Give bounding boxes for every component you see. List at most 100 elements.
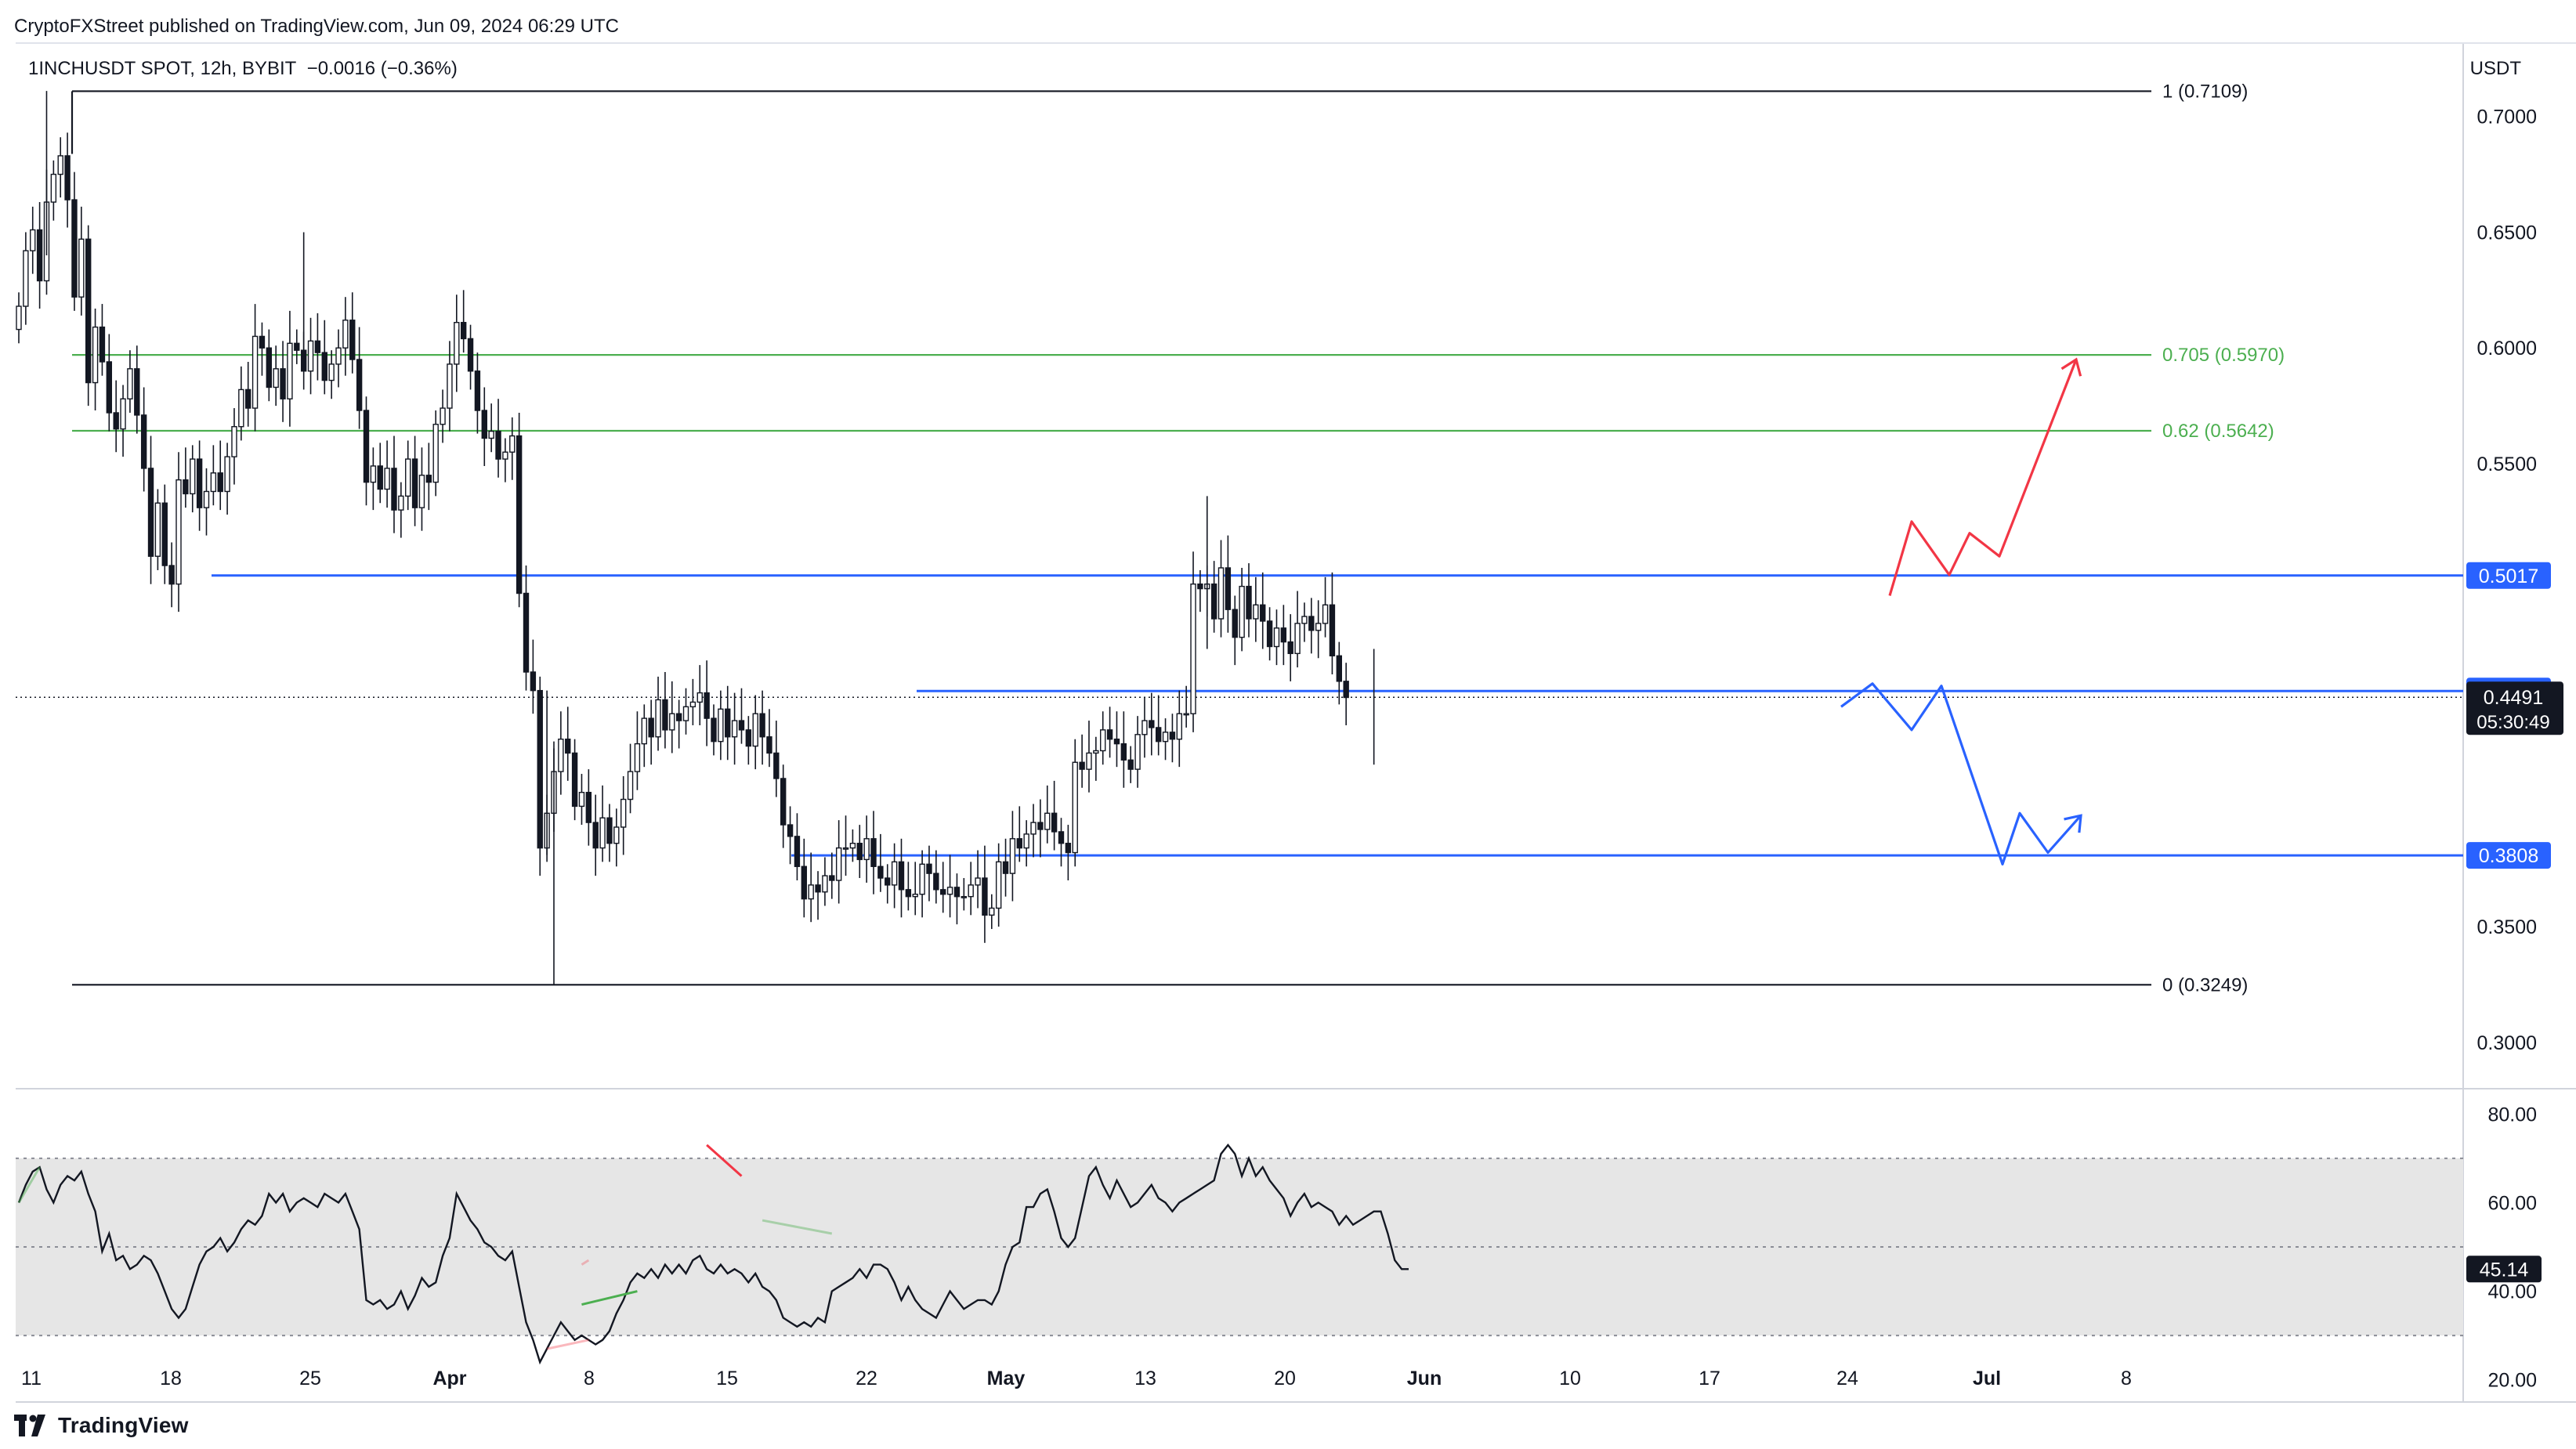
candle [460, 290, 467, 353]
candle [147, 435, 154, 584]
candle-body [203, 490, 210, 508]
candle-body [877, 865, 884, 879]
candle [168, 542, 175, 608]
candle-body [558, 739, 564, 772]
candle [968, 862, 974, 916]
candle [975, 850, 981, 909]
tradingview-logo-icon [14, 1415, 45, 1436]
candle [16, 292, 22, 344]
candle [1260, 572, 1266, 649]
candle [675, 699, 682, 749]
candle [349, 292, 356, 374]
candle-body [516, 435, 523, 594]
candle-body [1287, 641, 1293, 655]
candle [648, 699, 654, 765]
candle-body [363, 410, 370, 483]
candle [1266, 607, 1273, 661]
candle-body [1016, 838, 1022, 849]
candle-body [377, 465, 383, 490]
candle [1169, 714, 1176, 763]
candle-body [196, 458, 203, 508]
candle-body [71, 199, 78, 298]
candle-body [217, 472, 223, 493]
candle [245, 361, 251, 427]
projection-arrowhead [2064, 814, 2082, 833]
candle [370, 447, 377, 511]
candle [725, 685, 731, 761]
rsi-divergence-line [762, 1219, 833, 1235]
candle [877, 833, 884, 892]
candle-body [134, 368, 140, 416]
time-tick-label: 24 [1836, 1368, 1858, 1389]
price-tag [2466, 842, 2551, 869]
time-tick-label: 8 [2121, 1368, 2132, 1389]
candle [682, 688, 689, 735]
candle-body [120, 398, 126, 430]
candle-body [384, 468, 390, 490]
candle [64, 132, 71, 228]
candle [780, 764, 787, 848]
candle [488, 403, 494, 453]
candle [801, 838, 808, 918]
candle-body [1232, 609, 1238, 638]
candle [662, 672, 668, 749]
countdown-label: 05:30:49 [2477, 712, 2549, 733]
candle [183, 447, 189, 508]
candle-body [801, 865, 808, 900]
candle-body [898, 861, 905, 891]
time-tick-label: 11 [21, 1368, 42, 1389]
candle-body [231, 426, 237, 457]
tradingview-brand[interactable]: TradingView [14, 1413, 189, 1438]
candle-body [481, 410, 487, 439]
candle [1232, 595, 1238, 666]
candle-body [849, 843, 856, 849]
candle-body [1343, 681, 1349, 699]
candle-body [190, 458, 196, 495]
candle [50, 160, 57, 221]
price-tick-label: 0.6500 [2477, 222, 2537, 244]
price-tag-label: 0.3808 [2479, 845, 2538, 867]
candle-body [829, 875, 835, 881]
candle-body [183, 479, 189, 495]
rsi-tick-label: 40.00 [2487, 1281, 2537, 1303]
candle [356, 327, 363, 429]
candle [1120, 711, 1127, 788]
currency-label[interactable]: USDT [2469, 58, 2521, 79]
fib-level-label: 0 (0.3249) [2162, 974, 2248, 996]
candle [1246, 563, 1252, 638]
price-tag [2466, 562, 2551, 589]
rsi-line [17, 1143, 1409, 1365]
price-change: −0.0016 (−0.36%) [306, 58, 458, 79]
fib-level-label: 0.62 (0.5642) [2162, 421, 2274, 442]
candle-body [1065, 843, 1072, 854]
candle [454, 294, 460, 392]
candle-body [488, 430, 494, 439]
candle [1155, 695, 1162, 756]
candle [1225, 535, 1232, 633]
candle-body [1176, 713, 1182, 740]
candle-body [766, 736, 772, 754]
candle [835, 820, 842, 904]
candle-body [682, 706, 689, 721]
candle [78, 206, 85, 316]
candle [30, 206, 36, 274]
candle [251, 304, 259, 432]
candle-body [418, 475, 425, 508]
candle-body [669, 713, 675, 731]
candle [523, 566, 530, 691]
candle [314, 313, 321, 381]
symbol-legend[interactable]: 1INCHUSDT SPOT, 12h, BYBIT −0.0016 (−0.3… [28, 58, 458, 80]
candle-body [1002, 861, 1009, 874]
candle-body [50, 173, 57, 203]
time-tick-label: 10 [1559, 1368, 1581, 1389]
candle [307, 317, 314, 395]
candle-body [1308, 616, 1315, 631]
candle-body [92, 326, 99, 384]
candle-body [648, 717, 654, 738]
candle-body [1023, 833, 1029, 849]
candle-body [662, 699, 668, 731]
candle [1273, 609, 1280, 666]
price-tick-label: 0.5500 [2477, 453, 2537, 475]
candle [106, 334, 113, 432]
